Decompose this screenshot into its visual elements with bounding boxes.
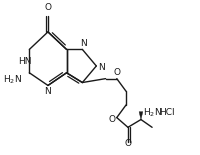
Text: N: N (45, 87, 51, 96)
Text: N: N (98, 63, 105, 72)
Text: O: O (44, 3, 51, 12)
Text: O: O (124, 139, 131, 148)
Polygon shape (139, 112, 143, 120)
Text: H$_2$N: H$_2$N (143, 106, 162, 119)
Text: H$_2$N: H$_2$N (3, 73, 22, 86)
Text: O: O (109, 115, 116, 124)
Text: HN: HN (18, 57, 31, 66)
Text: N: N (80, 40, 87, 49)
Text: O: O (113, 68, 120, 77)
Text: HCl: HCl (160, 108, 175, 117)
